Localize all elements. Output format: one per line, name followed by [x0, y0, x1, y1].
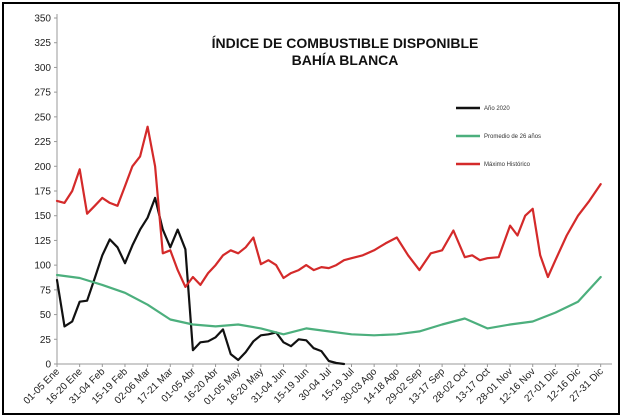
legend: Año 2020 Promedio de 26 años Máximo Histór…: [456, 106, 541, 168]
chart-subtitle: BAHÍA BLANCA: [292, 52, 399, 68]
y-tick-label: 25: [40, 335, 52, 346]
y-tick-labels: 0 25 50 75 100 125 150 175 200 225 250 275 300 325 350: [34, 14, 51, 371]
y-tick-label: 350: [34, 14, 51, 25]
chart-title: ÍNDICE DE COMBUSTIBLE DISPONIBLE: [212, 35, 479, 51]
y-tick-label: 125: [34, 236, 51, 247]
y-tick-label: 300: [34, 63, 51, 74]
y-tick-label: 50: [40, 310, 52, 321]
y-tick-label: 150: [34, 211, 51, 222]
y-tick-label: 100: [34, 261, 51, 272]
y-tick-label: 175: [34, 187, 51, 198]
y-tick-label: 325: [34, 38, 51, 49]
legend-label: Máximo Histórico: [484, 162, 531, 168]
y-tick-label: 250: [34, 112, 51, 123]
y-tick-label: 275: [34, 88, 51, 99]
series-lines: [55, 125, 602, 366]
y-tick-label: 200: [34, 162, 51, 173]
legend-label: Año 2020: [484, 106, 510, 112]
series-line-1: [55, 196, 346, 366]
y-tick-label: 0: [45, 360, 51, 371]
y-tick-label: 225: [34, 137, 51, 148]
series-line-2: [55, 273, 602, 337]
series-line-3: [55, 125, 602, 288]
axes: [54, 14, 612, 367]
legend-label: Promedio de 26 años: [484, 134, 541, 140]
y-tick-label: 75: [40, 285, 52, 296]
